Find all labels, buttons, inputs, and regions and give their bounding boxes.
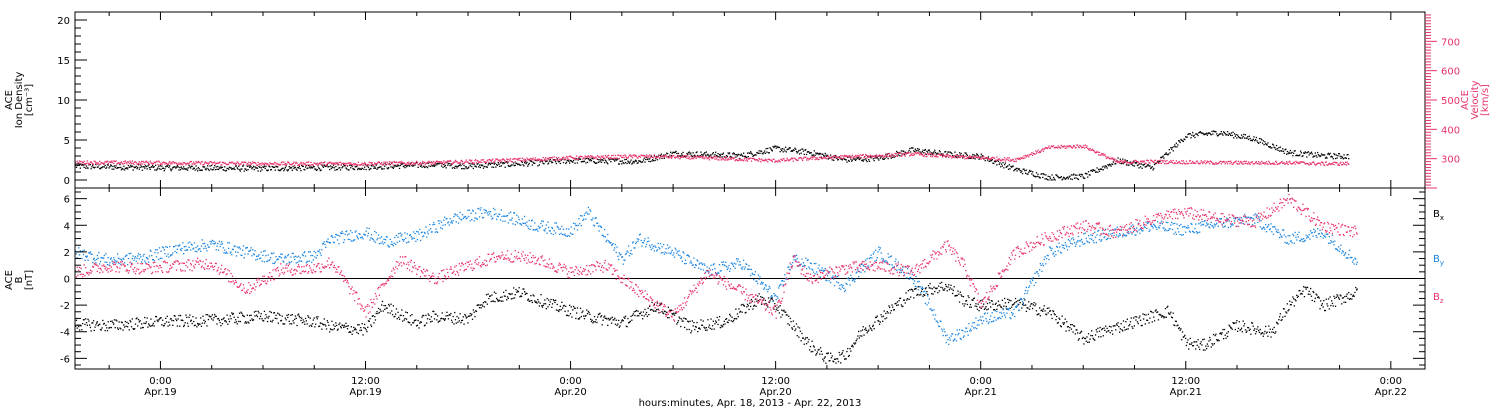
time-tick-label: 0:00 <box>1380 376 1402 387</box>
date-tick-label: Apr.19 <box>349 387 381 398</box>
legend-subscript: x <box>1440 214 1444 222</box>
date-tick-label: Apr.20 <box>554 387 586 398</box>
bz-series <box>75 193 1358 322</box>
date-tick-label: Apr.20 <box>759 387 791 398</box>
magnetic-field-tick-label: 0 <box>64 275 70 286</box>
velocity-tick-label: 500 <box>1441 96 1460 107</box>
time-tick-label: 12:00 <box>1171 376 1200 387</box>
magnetic-field-tick-label: 6 <box>64 195 70 206</box>
time-tick-label: 12:00 <box>351 376 380 387</box>
time-tick-label: 12:00 <box>761 376 790 387</box>
bx-series <box>75 281 1358 364</box>
magnetic-field-axis: -6 -4 -2 0 2 4 6 <box>60 191 1425 366</box>
axis-label-line: Velocity <box>1470 80 1481 119</box>
magnetic-field-legend: Bx By Bz <box>1433 209 1444 305</box>
magnetic-field-tick-label: -2 <box>60 301 70 312</box>
ion-density-tick-label: 15 <box>57 56 70 67</box>
legend-bx-series: Bx <box>1433 209 1444 222</box>
date-tick-label: Apr.22 <box>1375 387 1407 398</box>
magnetic-field-tick-label: 2 <box>64 248 70 259</box>
date-tick-label: Apr.19 <box>144 387 176 398</box>
magnetic-field-tick-label: -4 <box>60 328 70 339</box>
ion-density-axis: 0 5 10 15 20 <box>57 11 87 187</box>
ion-density-tick-label: 5 <box>64 136 70 147</box>
plasma-top-ticks <box>108 12 1392 188</box>
velocity-axis-label: ACEVelocity[km/s] <box>1460 80 1491 119</box>
magnetic-field-axis-label: ACEB[nT] <box>4 270 35 290</box>
date-tick-label: Apr.21 <box>1170 387 1202 398</box>
time-tick-label: 0:00 <box>969 376 991 387</box>
time-axis: 0:00Apr.1912:00Apr.190:00Apr.2012:00Apr.… <box>108 188 1407 398</box>
ion-density-tick-label: 10 <box>57 96 70 107</box>
axis-label-line: [km/s] <box>1480 84 1491 116</box>
legend-by-series: By <box>1433 254 1444 267</box>
axis-label-line: ACE <box>4 90 15 110</box>
velocity-tick-label: 400 <box>1441 125 1460 136</box>
ion-density-tick-label: 0 <box>64 176 70 187</box>
velocity-tick-label: 300 <box>1441 155 1460 166</box>
axis-label-line: B <box>14 276 25 283</box>
axis-label-line: [nT] <box>24 270 35 290</box>
by-series <box>75 206 1358 345</box>
magnetic-field-tick-label: -6 <box>60 354 70 365</box>
axis-label-line: [cm⁻³] <box>24 84 35 116</box>
velocity-tick-label: 600 <box>1441 67 1460 78</box>
axis-label-line: ACE <box>4 270 15 290</box>
magnetic-field-tick-label: 4 <box>64 221 70 232</box>
legend-subscript: y <box>1440 259 1444 267</box>
legend-subscript: z <box>1440 297 1444 305</box>
magnetic-field-data-points <box>75 193 1358 364</box>
time-tick-label: 0:00 <box>559 376 581 387</box>
ion-density-axis-label: ACEIon Density[cm⁻³] <box>4 72 35 129</box>
velocity-axis: 300 400 500 600 700 <box>1425 14 1460 189</box>
date-tick-label: Apr.21 <box>965 387 997 398</box>
time-axis-label: hours:minutes, Apr. 18, 2013 - Apr. 22, … <box>639 398 862 409</box>
time-tick-label: 0:00 <box>149 376 171 387</box>
legend-bz-series: Bz <box>1433 292 1444 305</box>
velocity-series <box>75 144 1350 167</box>
axis-label-line: ACE <box>1460 90 1471 110</box>
axis-label-line: Ion Density <box>14 72 25 129</box>
velocity-tick-label: 700 <box>1441 37 1460 48</box>
ion-density-tick-label: 20 <box>57 16 70 27</box>
plasma-data-points <box>75 130 1350 181</box>
